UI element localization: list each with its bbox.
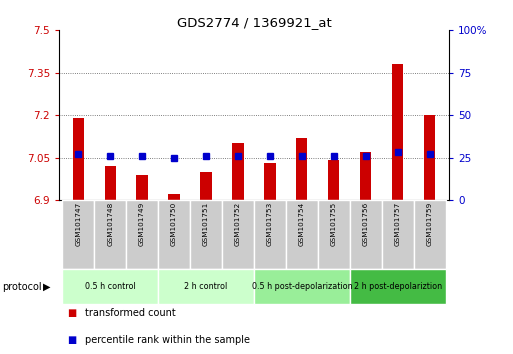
Bar [105,166,116,200]
Bar [158,269,254,304]
Text: 0.5 h control: 0.5 h control [85,282,135,291]
Bar [254,269,350,304]
Text: ■: ■ [67,335,76,344]
Bar [158,200,190,269]
Text: GSM101754: GSM101754 [299,202,305,246]
Bar [201,172,211,200]
Bar [350,269,446,304]
Title: GDS2774 / 1369921_at: GDS2774 / 1369921_at [176,16,331,29]
Bar [254,200,286,269]
Text: ■: ■ [67,308,76,318]
Text: GSM101759: GSM101759 [427,202,432,246]
Text: 2 h post-depolariztion: 2 h post-depolariztion [353,282,442,291]
Bar [94,200,126,269]
Bar [190,200,222,269]
Text: GSM101756: GSM101756 [363,202,369,246]
Bar [62,269,158,304]
Bar [264,163,275,200]
Text: GSM101751: GSM101751 [203,202,209,246]
Bar [318,200,350,269]
Bar [424,115,436,200]
Bar [286,200,318,269]
Bar [168,194,180,200]
Bar [232,143,244,200]
Bar [360,152,371,200]
Bar [413,200,446,269]
Text: GSM101757: GSM101757 [394,202,401,246]
Bar [222,200,254,269]
Bar [126,200,158,269]
Bar [328,160,340,200]
Bar [297,138,307,200]
Text: GSM101749: GSM101749 [139,202,145,246]
Text: protocol: protocol [3,282,42,292]
Text: GSM101747: GSM101747 [75,202,81,246]
Text: transformed count: transformed count [85,308,175,318]
Bar [136,175,148,200]
Bar [382,200,413,269]
Bar [350,200,382,269]
Text: GSM101753: GSM101753 [267,202,273,246]
Text: ▶: ▶ [43,282,50,292]
Text: GSM101755: GSM101755 [331,202,337,246]
Bar [392,64,403,200]
Text: GSM101748: GSM101748 [107,202,113,246]
Text: GSM101752: GSM101752 [235,202,241,246]
Bar [72,118,84,200]
Text: percentile rank within the sample: percentile rank within the sample [85,335,250,344]
Text: GSM101750: GSM101750 [171,202,177,246]
Text: 0.5 h post-depolarization: 0.5 h post-depolarization [251,282,352,291]
Text: 2 h control: 2 h control [184,282,228,291]
Bar [62,200,94,269]
